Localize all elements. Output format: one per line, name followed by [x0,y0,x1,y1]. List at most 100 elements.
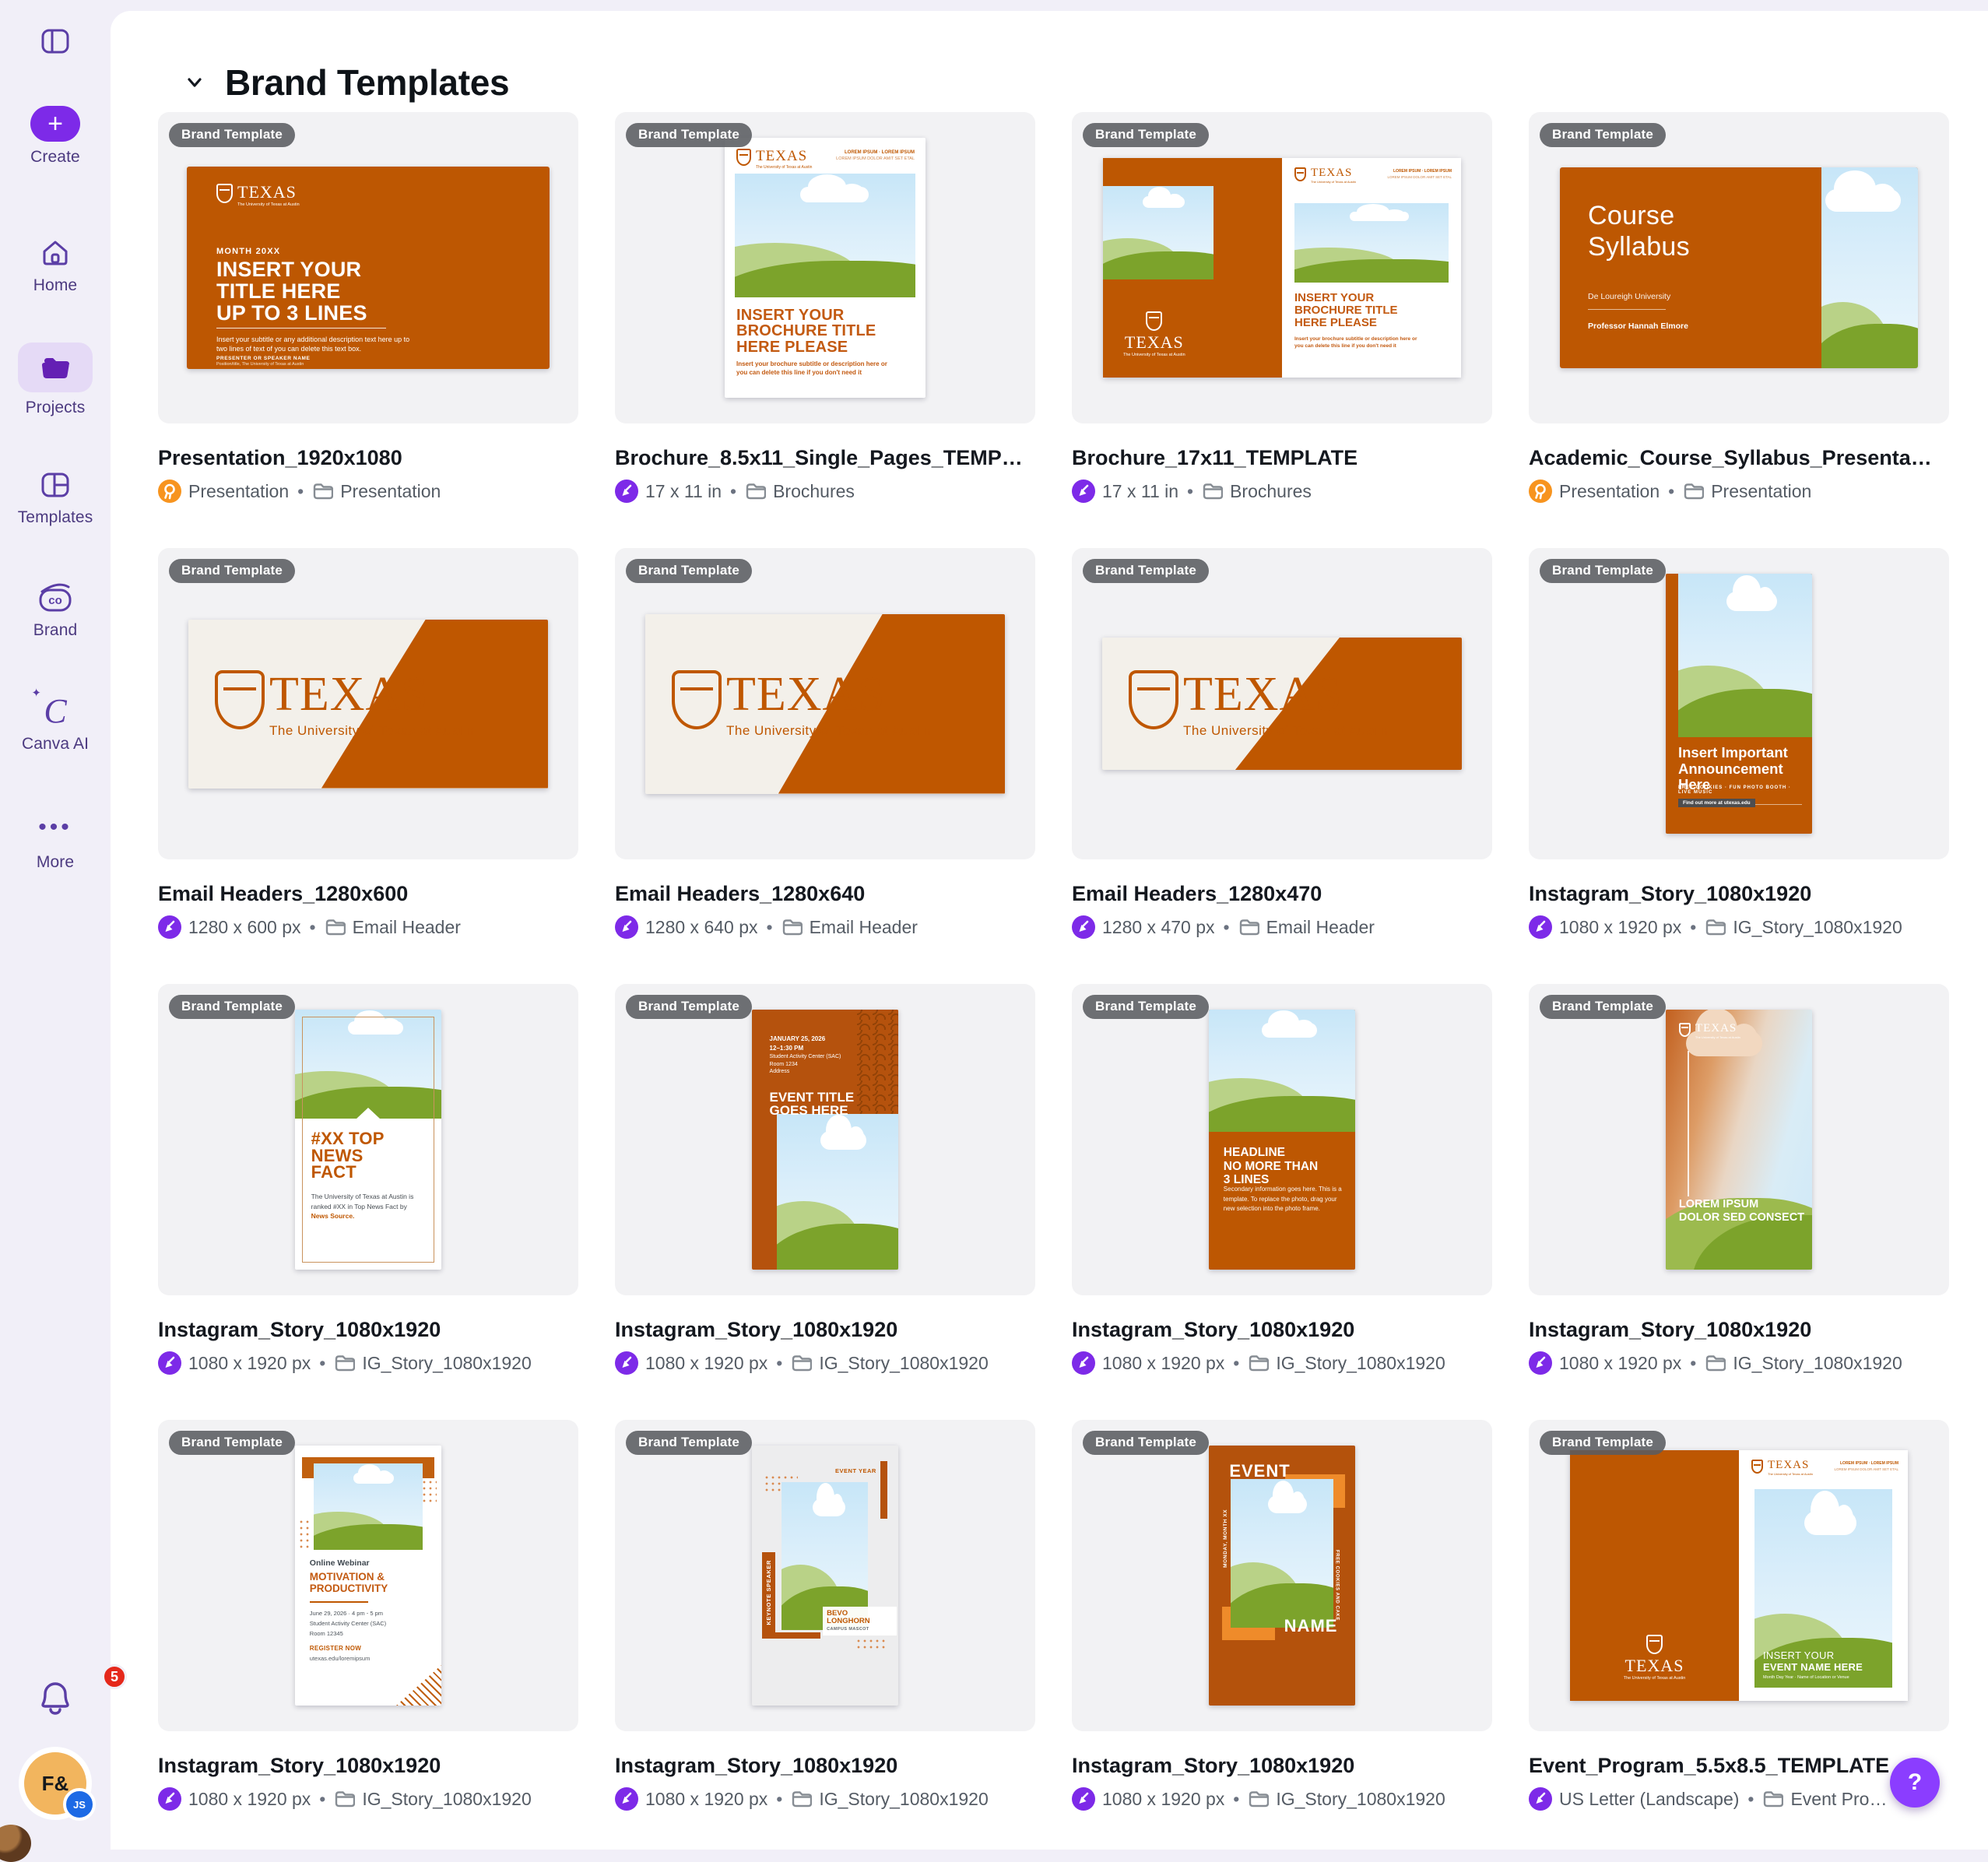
sky-photo [1231,1479,1333,1628]
template-thumbnail-area[interactable]: Brand Template TEXAS The University of Te… [1072,548,1492,859]
template-card[interactable]: Brand Template TEXAS The University of Te… [615,548,1035,984]
design-type-icon [1072,1351,1095,1375]
help-button[interactable]: ? [1890,1758,1940,1808]
event-title: EVENT TITLE GOES HERE [769,1089,855,1118]
template-card[interactable]: Brand Template EVENT MONDAY, MONTH XX FR… [1072,1420,1492,1850]
template-title[interactable]: Email Headers_1280x600 [158,882,409,905]
svg-text:co: co [48,594,62,607]
template-title[interactable]: Instagram_Story_1080x1920 [615,1318,898,1341]
template-card[interactable]: Brand Template #XX TOP NEWS FACT The Uni… [158,984,578,1420]
vertical-line [1688,1051,1689,1197]
template-card[interactable]: Brand Template TEXAS The University of Te… [615,112,1035,548]
sidebar-item-create[interactable]: + Create [0,106,111,167]
template-thumbnail-area[interactable]: Brand Template TEXAS The University of Te… [615,112,1035,423]
template-title[interactable]: Brochure_8.5x11_Single_Pages_TEMP… [615,446,1023,469]
brochure-subtitle: Insert your brochure subtitle or descrip… [1294,336,1417,350]
template-thumbnail-area[interactable]: Brand Template TEXAS The University of Te… [1529,984,1949,1295]
meta-separator: • [766,916,773,937]
template-thumbnail-area[interactable]: Brand Template TEXAS The University of Te… [158,548,578,859]
sidebar-item-home[interactable]: Home [0,236,111,295]
meta-primary: US Letter (Landscape) [1559,1788,1740,1809]
template-title[interactable]: Event_Program_5.5x8.5_TEMPLATE [1529,1754,1890,1777]
template-card[interactable]: Brand Template TEXAS The University of Te… [1529,984,1949,1420]
template-thumbnail-area[interactable]: Brand Template Insert Important Announce… [1529,548,1949,859]
template-thumbnail-area[interactable]: Brand Template TEXAS The University of Te… [615,548,1035,859]
template-card[interactable]: Brand Template TEXAS The University of Te… [1072,548,1492,984]
template-title[interactable]: Email Headers_1280x470 [1072,882,1322,905]
sidebar-item-projects[interactable]: Projects [0,343,111,417]
template-title[interactable]: Brochure_17x11_TEMPLATE [1072,446,1358,469]
template-card[interactable]: Brand Template TEXAS The University of Te… [1072,112,1492,548]
template-title[interactable]: Email Headers_1280x640 [615,882,866,905]
notifications-button[interactable]: 5 [0,1664,127,1723]
template-card[interactable]: Brand Template TEXAS The University of Te… [158,548,578,984]
folder-icon [1706,919,1726,936]
vertical-date: MONDAY, MONTH XX [1222,1509,1228,1568]
home-icon [38,236,72,270]
sidebar-item-templates[interactable]: Templates [0,468,111,527]
email-header-thumbnail: TEXAS The University of Texas at Austin [188,619,548,789]
template-card[interactable]: Brand Template Course Syllabus De Lourei… [1529,112,1949,548]
template-title[interactable]: Instagram_Story_1080x1920 [1072,1754,1355,1777]
template-thumbnail-area[interactable]: Brand Template Course Syllabus De Lourei… [1529,112,1949,423]
template-thumbnail-area[interactable]: Brand Template TEXAS The University of Te… [1072,112,1492,423]
meta-separator: • [319,1352,326,1373]
folder-icon [335,1355,356,1372]
template-card[interactable]: Brand Template EVENT YEAR KEYNOTE SPEAKE… [615,1420,1035,1850]
brand-template-badge: Brand Template [1540,123,1667,147]
template-meta: 17 x 11 in • Brochures [1072,480,1492,503]
template-thumbnail-area[interactable]: Brand Template HEADLINE NO MORE THAN 3 L… [1072,984,1492,1295]
presentation-type-icon [158,480,181,503]
template-title[interactable]: Instagram_Story_1080x1920 [1529,1318,1812,1341]
template-card[interactable]: Brand Template TEXAS The University of Te… [1529,1420,1949,1850]
account-menu[interactable]: F& JS [0,1747,111,1821]
hills-graphic [1209,1077,1355,1132]
template-title[interactable]: Instagram_Story_1080x1920 [158,1318,441,1341]
template-thumbnail-area[interactable]: Brand Template Online Webinar MOTIVATION… [158,1420,578,1731]
corner-image-fragment [0,1825,31,1862]
meta-primary: 1080 x 1920 px [645,1352,768,1373]
template-title[interactable]: Instagram_Story_1080x1920 [615,1754,898,1777]
dots-pattern [297,1518,309,1548]
texas-shield-icon [1678,1022,1691,1037]
ig-story-thumbnail: Insert Important Announcement Here FREE … [1666,574,1812,834]
texas-shield-icon [1146,311,1163,331]
template-thumbnail-area[interactable]: Brand Template TEXAS The University of Te… [158,112,578,423]
design-type-icon [1072,1787,1095,1811]
divider-line [309,1600,368,1603]
design-type-icon [615,1351,638,1375]
cloud-graphic [1261,1010,1318,1038]
meta-separator: • [730,480,737,501]
template-thumbnail-area[interactable]: Brand Template EVENT MONDAY, MONTH XX FR… [1072,1420,1492,1731]
sidebar-toggle-button[interactable] [0,25,111,58]
template-title[interactable]: Instagram_Story_1080x1920 [1072,1318,1355,1341]
meta-category: Email Header [809,916,918,937]
sidebar-item-canva-ai[interactable]: ✦ C Canva AI [0,688,111,754]
template-card[interactable]: Brand Template Insert Important Announce… [1529,548,1949,984]
folder-icon [325,919,346,936]
template-title[interactable]: Academic_Course_Syllabus_Presenta… [1529,446,1932,469]
collapse-section-button[interactable] [183,71,206,94]
sidebar-item-more[interactable]: ••• More [0,816,111,872]
sidebar-item-brand[interactable]: co Brand [0,579,111,640]
template-title[interactable]: Instagram_Story_1080x1920 [158,1754,441,1777]
folder-icon [1684,483,1705,500]
template-thumbnail-area[interactable]: Brand Template TEXAS The University of Te… [1529,1420,1949,1731]
template-card[interactable]: Brand Template Online Webinar MOTIVATION… [158,1420,578,1850]
template-card[interactable]: Brand Template JANUARY 25, 2026 12–1:30 … [615,984,1035,1420]
template-thumbnail-area[interactable]: Brand Template JANUARY 25, 2026 12–1:30 … [615,984,1035,1295]
template-thumbnail-area[interactable]: Brand Template #XX TOP NEWS FACT The Uni… [158,984,578,1295]
folder-icon [1706,1355,1726,1372]
stripes-pattern [396,1665,441,1706]
ig-story-thumbnail: TEXAS The University of Texas at Austin L… [1666,1010,1812,1270]
template-meta: 1080 x 1920 px • IG_Story_1080x1920 [615,1351,1035,1375]
sky-photo [295,1010,441,1119]
template-thumbnail-area[interactable]: Brand Template EVENT YEAR KEYNOTE SPEAKE… [615,1420,1035,1731]
template-title[interactable]: Presentation_1920x1080 [158,446,402,469]
template-card[interactable]: Brand Template HEADLINE NO MORE THAN 3 L… [1072,984,1492,1420]
hills-graphic [776,1200,898,1270]
design-type-icon [615,480,638,503]
template-title[interactable]: Instagram_Story_1080x1920 [1529,882,1812,905]
template-card[interactable]: Brand Template TEXAS The University of Te… [158,112,578,548]
meta-category: IG_Story_1080x1920 [362,1352,532,1373]
